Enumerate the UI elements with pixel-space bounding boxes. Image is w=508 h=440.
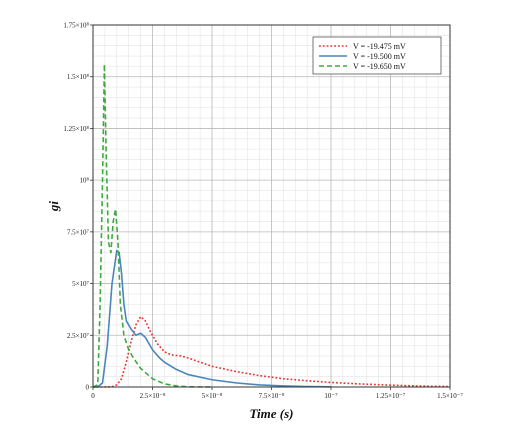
x-tick-label: 1.5×10⁻⁷ — [437, 392, 463, 400]
series-line-2 — [93, 249, 332, 388]
y-tick-label: 10⁸ — [80, 177, 90, 185]
y-axis-ticks: 0 2.5×10⁷ 5×10⁷ 7.5×10⁷ 10⁸ 1.25×10⁸ 1.5×10⁸ 1.… — [63, 22, 93, 392]
y-tick-label: 1.75×10⁸ — [63, 22, 89, 30]
y-tick-label: 2.5×10⁷ — [67, 332, 90, 340]
x-axis-label: Time (s) — [250, 406, 294, 421]
y-tick-label: 0 — [86, 384, 90, 392]
y-axis-label: gi — [46, 201, 61, 213]
x-axis-ticks: 0 2.5×10⁻⁸ 5×10⁻⁸ 7.5×10⁻⁸ 10⁻⁷ 1.25×10⁻⁷ 1.5×… — [91, 387, 463, 400]
y-tick-label: 7.5×10⁷ — [67, 228, 90, 236]
series-layer — [92, 63, 451, 388]
y-tick-label: 5×10⁷ — [72, 280, 89, 288]
legend: V = -19.475 mVV = -19.500 mVV = -19.650 … — [312, 36, 442, 75]
x-tick-label: 10⁻⁷ — [324, 392, 338, 400]
x-tick-label: 2.5×10⁻⁸ — [140, 392, 166, 400]
legend-label-1: V = -19.475 mV — [353, 42, 406, 51]
x-tick-label: 7.5×10⁻⁸ — [259, 392, 285, 400]
series-line-3 — [92, 63, 213, 388]
y-tick-label: 1.5×10⁸ — [67, 73, 90, 81]
y-tick-label: 1.25×10⁸ — [63, 125, 89, 133]
x-tick-label: 5×10⁻⁸ — [202, 392, 223, 400]
series-line-1 — [93, 315, 451, 388]
x-tick-label: 1.25×10⁻⁷ — [376, 392, 406, 400]
x-tick-label: 0 — [91, 392, 95, 400]
legend-label-2: V = -19.500 mV — [353, 52, 406, 61]
major-grid — [92, 24, 451, 388]
legend-label-3: V = -19.650 mV — [353, 62, 406, 71]
